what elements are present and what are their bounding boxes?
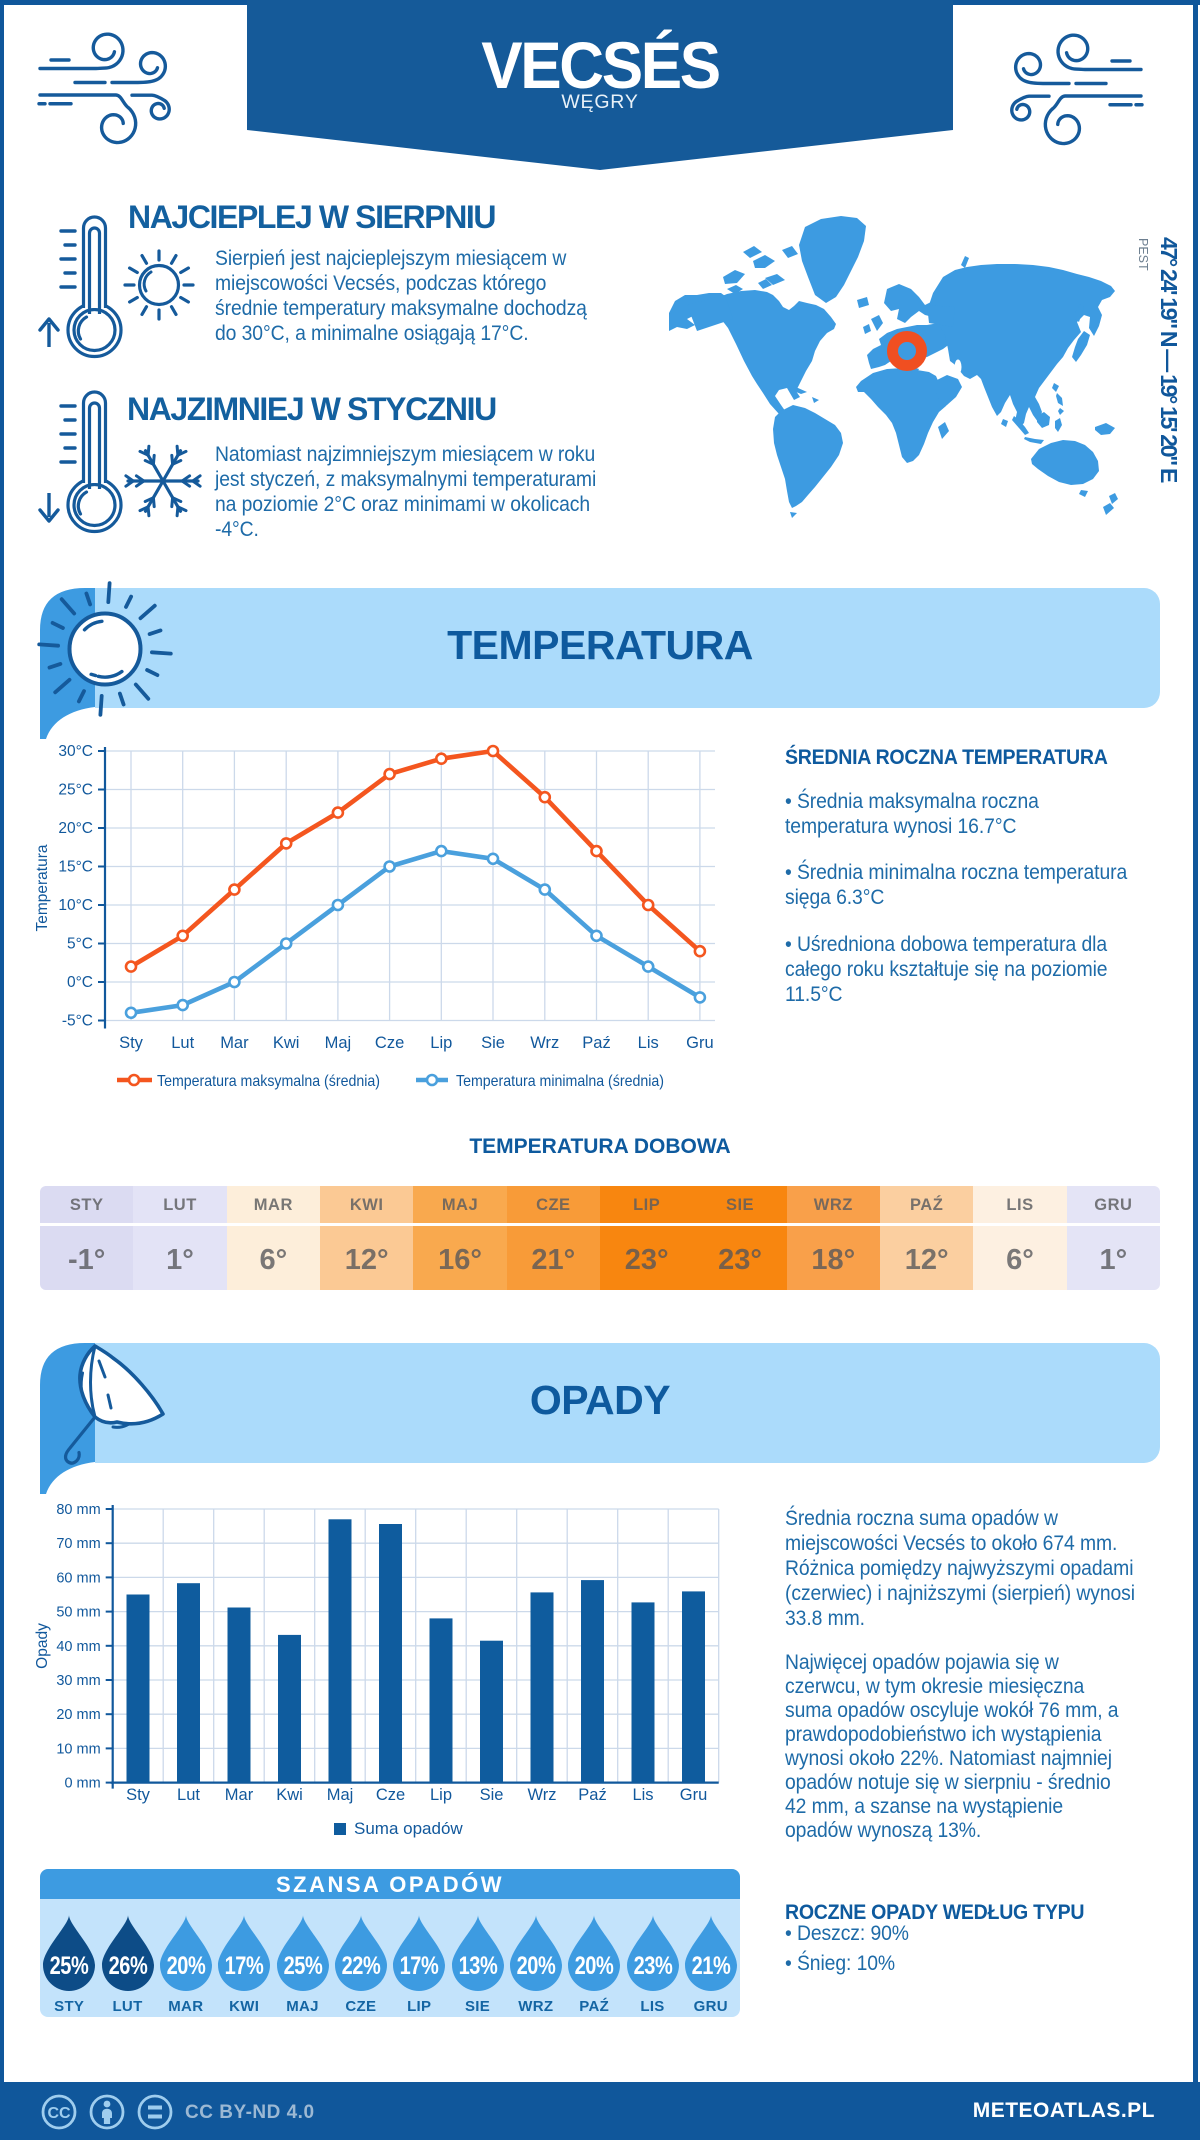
svg-text:Paź: Paź: [582, 1034, 610, 1052]
svg-text:30°C: 30°C: [58, 743, 93, 760]
svg-text:Sty: Sty: [119, 1034, 144, 1052]
svg-text:Temperatura: Temperatura: [34, 844, 51, 931]
svg-text:70 mm: 70 mm: [56, 1536, 100, 1552]
svg-text:10 mm: 10 mm: [56, 1741, 100, 1757]
svg-text:Wrz: Wrz: [530, 1034, 559, 1052]
svg-text:Lis: Lis: [638, 1034, 659, 1052]
svg-text:0°C: 0°C: [67, 974, 93, 991]
svg-text:0 mm: 0 mm: [64, 1776, 100, 1792]
svg-text:Maj: Maj: [325, 1034, 352, 1052]
svg-text:Lut: Lut: [177, 1786, 200, 1804]
svg-text:15°C: 15°C: [58, 859, 93, 876]
svg-text:Maj: Maj: [327, 1786, 354, 1804]
svg-text:Kwi: Kwi: [273, 1034, 300, 1052]
svg-text:50 mm: 50 mm: [56, 1605, 100, 1621]
svg-text:20 mm: 20 mm: [56, 1707, 100, 1723]
svg-text:80 mm: 80 mm: [56, 1502, 100, 1518]
svg-text:Cze: Cze: [375, 1034, 404, 1052]
svg-text:Gru: Gru: [680, 1786, 708, 1804]
svg-text:Cze: Cze: [376, 1786, 405, 1804]
svg-text:60 mm: 60 mm: [56, 1570, 100, 1586]
svg-text:Sie: Sie: [480, 1786, 504, 1804]
svg-text:Lis: Lis: [632, 1786, 653, 1804]
svg-text:Wrz: Wrz: [527, 1786, 556, 1804]
svg-text:Suma opadów: Suma opadów: [354, 1819, 463, 1838]
svg-text:Paź: Paź: [578, 1786, 606, 1804]
svg-text:10°C: 10°C: [58, 897, 93, 914]
svg-text:Sie: Sie: [481, 1034, 505, 1052]
svg-text:Sty: Sty: [126, 1786, 151, 1804]
svg-text:Lip: Lip: [430, 1034, 452, 1052]
svg-text:30 mm: 30 mm: [56, 1673, 100, 1689]
svg-text:Lut: Lut: [171, 1034, 194, 1052]
svg-text:Temperatura minimalna (średnia: Temperatura minimalna (średnia): [456, 1073, 664, 1090]
svg-text:Mar: Mar: [220, 1034, 249, 1052]
svg-text:5°C: 5°C: [67, 936, 93, 953]
svg-text:Mar: Mar: [225, 1786, 254, 1804]
svg-text:Temperatura maksymalna (średni: Temperatura maksymalna (średnia): [157, 1073, 380, 1090]
svg-text:-5°C: -5°C: [62, 1013, 93, 1030]
svg-text:25°C: 25°C: [58, 782, 93, 799]
svg-text:Lip: Lip: [430, 1786, 452, 1804]
svg-text:20°C: 20°C: [58, 820, 93, 837]
svg-text:CC: CC: [47, 2105, 71, 2122]
svg-text:Kwi: Kwi: [276, 1786, 303, 1804]
svg-text:Gru: Gru: [686, 1034, 714, 1052]
svg-text:40 mm: 40 mm: [56, 1639, 100, 1655]
svg-text:Opady: Opady: [34, 1623, 51, 1669]
